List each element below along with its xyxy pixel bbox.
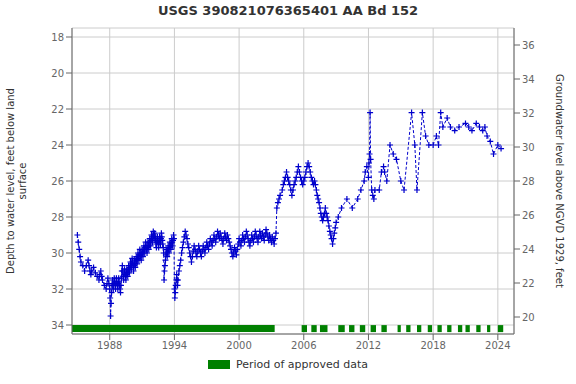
- svg-text:2024: 2024: [485, 340, 510, 351]
- svg-text:22: 22: [51, 104, 64, 115]
- svg-text:1988: 1988: [97, 340, 122, 351]
- html-text:USGS 390821076365401 AA Bd 152: USGS 390821076365401 AA Bd 152: [157, 3, 419, 18]
- svg-text:34: 34: [522, 74, 535, 85]
- svg-text:32: 32: [51, 284, 64, 295]
- svg-text:32: 32: [522, 108, 535, 119]
- svg-text:20: 20: [522, 312, 535, 323]
- svg-text:24: 24: [51, 140, 64, 151]
- svg-text:28: 28: [522, 176, 535, 187]
- svg-text:28: 28: [51, 212, 64, 223]
- svg-text:34: 34: [51, 320, 64, 331]
- svg-text:30: 30: [51, 248, 64, 259]
- svg-text:20: 20: [51, 68, 64, 79]
- svg-text:2006: 2006: [291, 340, 316, 351]
- svg-text:2018: 2018: [420, 340, 445, 351]
- svg-text:2012: 2012: [356, 340, 381, 351]
- svg-text:2000: 2000: [226, 340, 251, 351]
- svg-text:26: 26: [522, 210, 535, 221]
- svg-text:22: 22: [522, 278, 535, 289]
- svg-text:36: 36: [522, 40, 535, 51]
- svg-text:24: 24: [522, 244, 535, 255]
- html-text:Period of approved data: Period of approved data: [235, 358, 369, 371]
- svg-text:18: 18: [51, 32, 64, 43]
- svg-text:1994: 1994: [162, 340, 187, 351]
- svg-text:26: 26: [51, 176, 64, 187]
- svg-text:Depth to water level, feet bel: Depth to water level, feet below landsur…: [8, 88, 28, 274]
- svg-text:30: 30: [522, 142, 535, 153]
- svg-text:Groundwater level above NGVD 1: Groundwater level above NGVD 1929, feet: [554, 74, 565, 288]
